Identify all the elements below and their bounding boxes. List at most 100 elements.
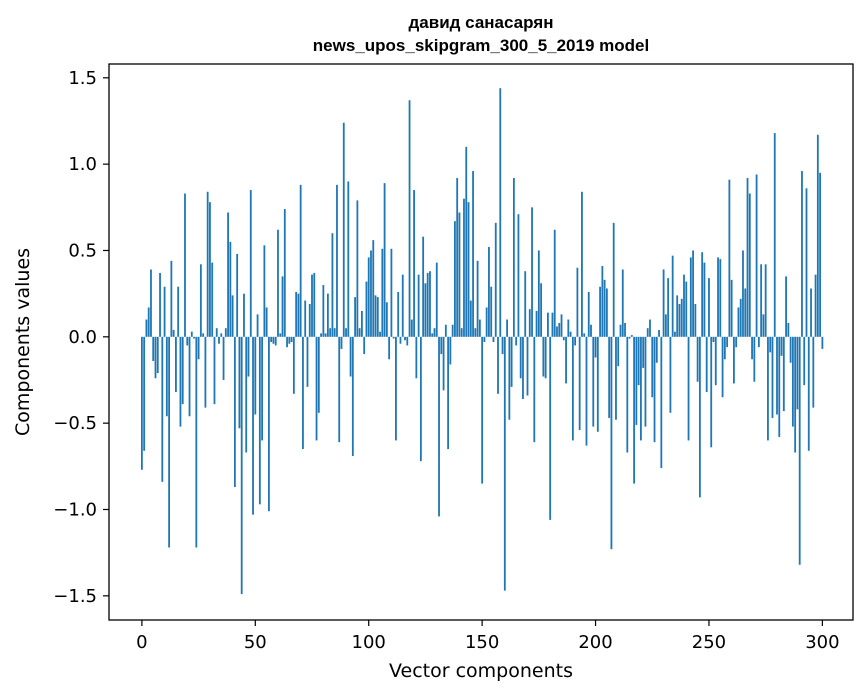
bar	[737, 307, 740, 337]
bar	[531, 207, 533, 337]
bar	[723, 336, 726, 360]
chart-subtitle: news_upos_skipgram_300_5_2019 model	[313, 36, 649, 55]
plot-frame	[108, 63, 854, 621]
bar	[240, 336, 243, 595]
bar	[592, 336, 595, 427]
bar	[512, 177, 515, 337]
bar	[805, 188, 808, 337]
y-tick-label: 1.5	[68, 68, 97, 89]
bar	[206, 191, 209, 337]
bar	[272, 336, 275, 344]
bar	[270, 336, 273, 342]
bar	[619, 324, 622, 337]
bar	[667, 278, 670, 337]
bar	[605, 288, 608, 337]
bar	[179, 336, 182, 427]
bar	[717, 257, 719, 337]
bar	[569, 331, 572, 337]
bar	[626, 336, 629, 453]
bar	[456, 177, 459, 337]
bar	[769, 336, 772, 353]
bar	[433, 328, 436, 337]
bar	[299, 184, 302, 337]
bar	[646, 328, 649, 337]
bar	[397, 291, 400, 337]
bar	[485, 307, 488, 337]
bar	[519, 336, 522, 379]
bar	[347, 181, 350, 337]
bar	[596, 336, 599, 432]
bar	[515, 336, 518, 346]
bar	[537, 250, 540, 337]
bar	[603, 279, 606, 337]
bar	[190, 331, 193, 337]
bar	[211, 262, 214, 337]
bar	[490, 286, 493, 337]
bar	[422, 236, 425, 337]
bar	[417, 274, 420, 337]
bar	[653, 336, 656, 443]
bar	[256, 314, 259, 337]
bar	[399, 336, 402, 344]
bar	[292, 336, 295, 394]
bar	[374, 295, 377, 337]
bar	[215, 328, 218, 337]
bar	[692, 250, 694, 337]
bar	[558, 323, 561, 337]
bar	[249, 190, 252, 337]
bar	[517, 214, 520, 337]
bar	[326, 293, 329, 337]
bar	[165, 336, 168, 417]
bar	[431, 333, 434, 337]
bar	[413, 190, 415, 337]
bar	[696, 336, 699, 382]
bar	[361, 310, 363, 337]
bar	[778, 336, 781, 437]
bar	[277, 229, 279, 337]
bar	[551, 312, 554, 337]
bar	[370, 250, 372, 337]
bar	[814, 274, 817, 337]
x-tick-label: 100	[352, 632, 386, 653]
bar	[628, 336, 631, 339]
bar	[705, 336, 708, 393]
bar	[238, 336, 241, 429]
bar	[156, 336, 159, 374]
bar	[197, 336, 200, 360]
bar	[801, 171, 803, 337]
bar	[313, 272, 316, 337]
bar	[395, 336, 397, 441]
bar	[708, 278, 710, 337]
bar	[304, 300, 307, 337]
bar	[542, 336, 545, 377]
x-axis-ticks: 0 50 100 150 200 250 300	[136, 620, 840, 653]
bar	[236, 253, 239, 337]
bar	[388, 336, 391, 360]
bar	[342, 122, 345, 337]
bar	[338, 336, 341, 443]
bar	[265, 307, 268, 337]
bar	[193, 336, 195, 339]
bar	[152, 336, 155, 361]
bar	[767, 336, 769, 441]
bar	[295, 291, 298, 337]
bar	[472, 171, 474, 337]
bar	[186, 336, 189, 346]
bar	[560, 314, 563, 337]
y-tick-label: −1.5	[53, 586, 97, 607]
bar	[451, 324, 454, 337]
bar	[426, 272, 429, 337]
bar	[599, 286, 601, 337]
bar	[175, 336, 177, 393]
bar	[320, 333, 322, 337]
bar	[574, 336, 577, 346]
bar	[633, 336, 636, 484]
bar	[728, 179, 731, 337]
bar	[154, 336, 157, 379]
bar	[547, 312, 549, 337]
bar	[694, 304, 697, 337]
bar	[739, 298, 742, 337]
bar	[590, 324, 592, 337]
bar	[812, 336, 815, 408]
